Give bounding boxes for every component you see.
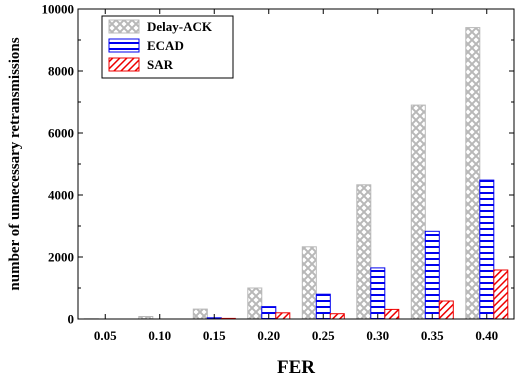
bar-ecad-0-30 — [371, 268, 385, 319]
legend-label-sar: SAR — [147, 57, 174, 72]
bar-sar-0-35 — [439, 301, 453, 319]
bar-delay-ack-0-40 — [466, 28, 480, 319]
bar-sar-0-30 — [385, 309, 399, 319]
y-tick-label: 6000 — [48, 126, 74, 141]
legend-swatch-sar — [109, 58, 139, 71]
bar-sar-0-40 — [494, 270, 508, 319]
x-tick-label: 0.30 — [366, 328, 389, 343]
x-tick-label: 0.10 — [148, 328, 171, 343]
bar-sar-0-20 — [276, 313, 290, 319]
bar-sar-0-25 — [330, 314, 344, 319]
bar-delay-ack-0-20 — [248, 288, 262, 319]
x-tick-label: 0.40 — [475, 328, 498, 343]
legend: Delay-ACK ECAD SAR — [102, 16, 233, 78]
bar-delay-ack-0-25 — [302, 247, 316, 319]
y-tick-label: 4000 — [48, 188, 74, 203]
legend-label-ecad: ECAD — [147, 38, 184, 53]
x-tick-label: 0.05 — [94, 328, 117, 343]
x-tick-label: 0.35 — [421, 328, 444, 343]
y-tick-label: 0 — [68, 312, 75, 327]
x-axis-title: FER — [277, 357, 315, 378]
y-axis-title: number of unnecessary retransmissions — [7, 37, 23, 290]
y-tick-label: 10000 — [42, 2, 75, 17]
x-tick-label: 0.25 — [312, 328, 335, 343]
bar-delay-ack-0-35 — [411, 105, 425, 319]
legend-swatch-delay-ack — [109, 20, 139, 33]
y-tick-label: 2000 — [48, 250, 74, 265]
bar-delay-ack-0-30 — [357, 185, 371, 319]
bar-ecad-0-40 — [480, 180, 494, 319]
bar-delay-ack-0-15 — [193, 309, 207, 319]
legend-label-delay-ack: Delay-ACK — [147, 19, 213, 34]
bar-ecad-0-35 — [425, 231, 439, 319]
y-tick-label: 8000 — [48, 64, 74, 79]
legend-swatch-ecad — [109, 39, 139, 52]
x-tick-label: 0.20 — [257, 328, 280, 343]
x-tick-label: 0.15 — [203, 328, 226, 343]
